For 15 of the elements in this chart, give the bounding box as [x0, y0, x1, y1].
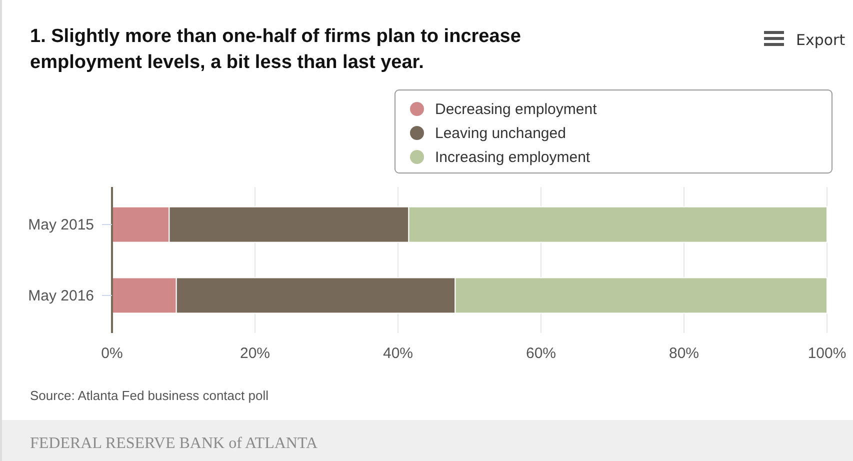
x-tick-label: 0%: [101, 345, 123, 362]
x-tick-label: 20%: [240, 345, 270, 362]
legend-label: Decreasing employment: [435, 101, 598, 118]
source-note: Source: Atlanta Fed business contact poll: [30, 388, 269, 403]
x-tick-label: 80%: [668, 345, 700, 362]
x-tick-label: 60%: [526, 345, 556, 362]
text: Export: [796, 31, 846, 49]
y-tick-label: May 2015: [28, 216, 94, 234]
legend-label: Increasing employment: [435, 149, 591, 166]
chart-title: 1. Slightly more than one-half of firms plan to increase employment levels, a bit less than last year.: [30, 26, 521, 73]
text: FEDERAL RESERVE BANK of ATLANTA: [30, 435, 318, 452]
x-tick-label: 40%: [382, 345, 414, 362]
y-tick-label: May 2016: [28, 287, 94, 304]
x-tick-label: 100%: [808, 345, 846, 362]
legend-label: Leaving unchanged: [435, 125, 566, 142]
